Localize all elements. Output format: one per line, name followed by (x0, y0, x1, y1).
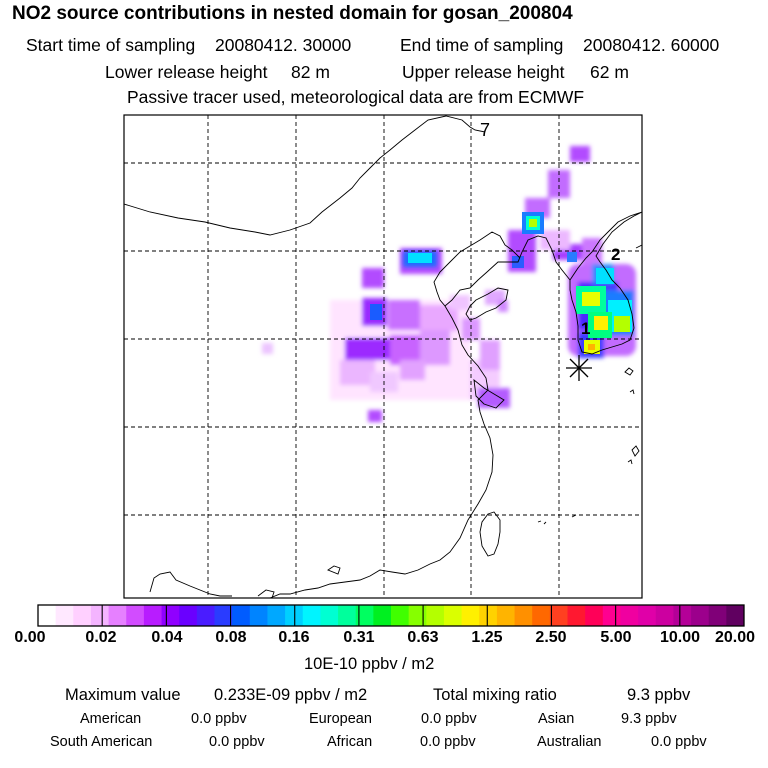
map-label-2: 2 (611, 245, 620, 264)
map-label-7: 7 (480, 120, 490, 140)
colorbar-swatch (55, 605, 74, 626)
colorbar-swatch (214, 605, 233, 626)
total-mixing-value: 9.3 ppbv (627, 686, 691, 704)
colorbar-swatch (585, 605, 604, 626)
colorbar-tick: 0.02 (85, 629, 117, 646)
colorbar-tick: 1.25 (471, 629, 503, 646)
colorbar-swatch (38, 605, 57, 626)
colorbar-swatch (73, 605, 92, 626)
colorbar-swatch (338, 605, 357, 626)
colorbar-tick: 0.08 (215, 629, 247, 646)
source-value: 9.3 ppbv (621, 711, 677, 727)
colorbar (37, 604, 745, 627)
source-value: 0.0 ppbv (191, 711, 247, 727)
source-name: Australian (537, 734, 602, 750)
upper-height-value: 62 m (590, 62, 629, 82)
total-mixing-label: Total mixing ratio (433, 686, 557, 704)
colorbar-swatch (143, 605, 162, 626)
source-value: 0.0 ppbv (651, 734, 707, 750)
colorbar-tick: 0.16 (278, 629, 310, 646)
colorbar-unit: 10E-10 ppbv / m2 (304, 655, 435, 673)
colorbar-tick: 0.31 (343, 629, 375, 646)
tracer-note: Passive tracer used, meteorological data… (127, 87, 585, 107)
source-name: American (80, 711, 142, 727)
colorbar-swatch (602, 605, 621, 626)
source-value: 0.0 ppbv (209, 734, 265, 750)
colorbar-swatch (285, 605, 304, 626)
colorbar-tick: 20.00 (714, 629, 756, 646)
start-time-value: 20080412. 30000 (215, 35, 352, 55)
concentration-hotspots (370, 212, 632, 354)
lower-height-label: Lower release height (105, 62, 268, 82)
colorbar-swatch (638, 605, 657, 626)
colorbar-cells (38, 605, 745, 626)
colorbar-swatch (90, 605, 109, 626)
source-name: South American (50, 734, 153, 750)
colorbar-swatch (726, 605, 745, 626)
source-name: Asian (538, 711, 575, 727)
colorbar-swatch (461, 605, 480, 626)
colorbar-swatch (373, 605, 392, 626)
colorbar-swatch (708, 605, 727, 626)
colorbar-swatch (267, 605, 286, 626)
lower-height-value: 82 m (291, 62, 330, 82)
upper-height-label: Upper release height (402, 62, 565, 82)
end-time-label: End time of sampling (400, 35, 564, 55)
source-value: 0.0 ppbv (421, 711, 477, 727)
colorbar-swatch (126, 605, 145, 626)
colorbar-swatch (673, 605, 692, 626)
colorbar-swatch (496, 605, 515, 626)
colorbar-tick: 5.00 (600, 629, 632, 646)
max-value-label: Maximum value (65, 686, 181, 704)
colorbar-swatch (408, 605, 427, 626)
colorbar-tick: 10.00 (659, 629, 701, 646)
colorbar-swatch (620, 605, 639, 626)
colorbar-tick: 2.50 (535, 629, 567, 646)
lat-lon-grid (124, 115, 642, 598)
colorbar-swatch (196, 605, 215, 626)
colorbar-swatch (320, 605, 339, 626)
colorbar-swatch (443, 605, 462, 626)
max-value: 0.233E-09 ppbv / m2 (214, 686, 368, 704)
colorbar-swatch (391, 605, 410, 626)
source-name: European (309, 711, 372, 727)
receptor-star-icon (566, 355, 592, 381)
colorbar-swatch (532, 605, 551, 626)
colorbar-swatch (655, 605, 674, 626)
colorbar-swatch (514, 605, 533, 626)
map-title: NO2 source contributions in nested domai… (12, 3, 573, 24)
colorbar-swatch (355, 605, 374, 626)
colorbar-swatch (232, 605, 251, 626)
colorbar-swatch (479, 605, 498, 626)
start-time-label: Start time of sampling (26, 35, 196, 55)
end-time-value: 20080412. 60000 (583, 35, 720, 55)
colorbar-tick: 0.00 (14, 629, 46, 646)
colorbar-swatch (567, 605, 586, 626)
colorbar-swatch (549, 605, 568, 626)
colorbar-swatch (302, 605, 321, 626)
colorbar-swatch (161, 605, 180, 626)
colorbar-frame (37, 604, 745, 627)
coastlines (124, 115, 642, 598)
colorbar-swatch (249, 605, 268, 626)
colorbar-tick: 0.63 (407, 629, 439, 646)
source-name: African (327, 734, 373, 750)
colorbar-swatch (179, 605, 198, 626)
source-value: 0.0 ppbv (420, 734, 476, 750)
map-frame (123, 114, 643, 599)
colorbar-swatch (691, 605, 710, 626)
colorbar-swatch (108, 605, 127, 626)
map-label-1: 1 (581, 319, 590, 338)
colorbar-tick: 0.04 (151, 629, 183, 646)
colorbar-swatch (426, 605, 445, 626)
